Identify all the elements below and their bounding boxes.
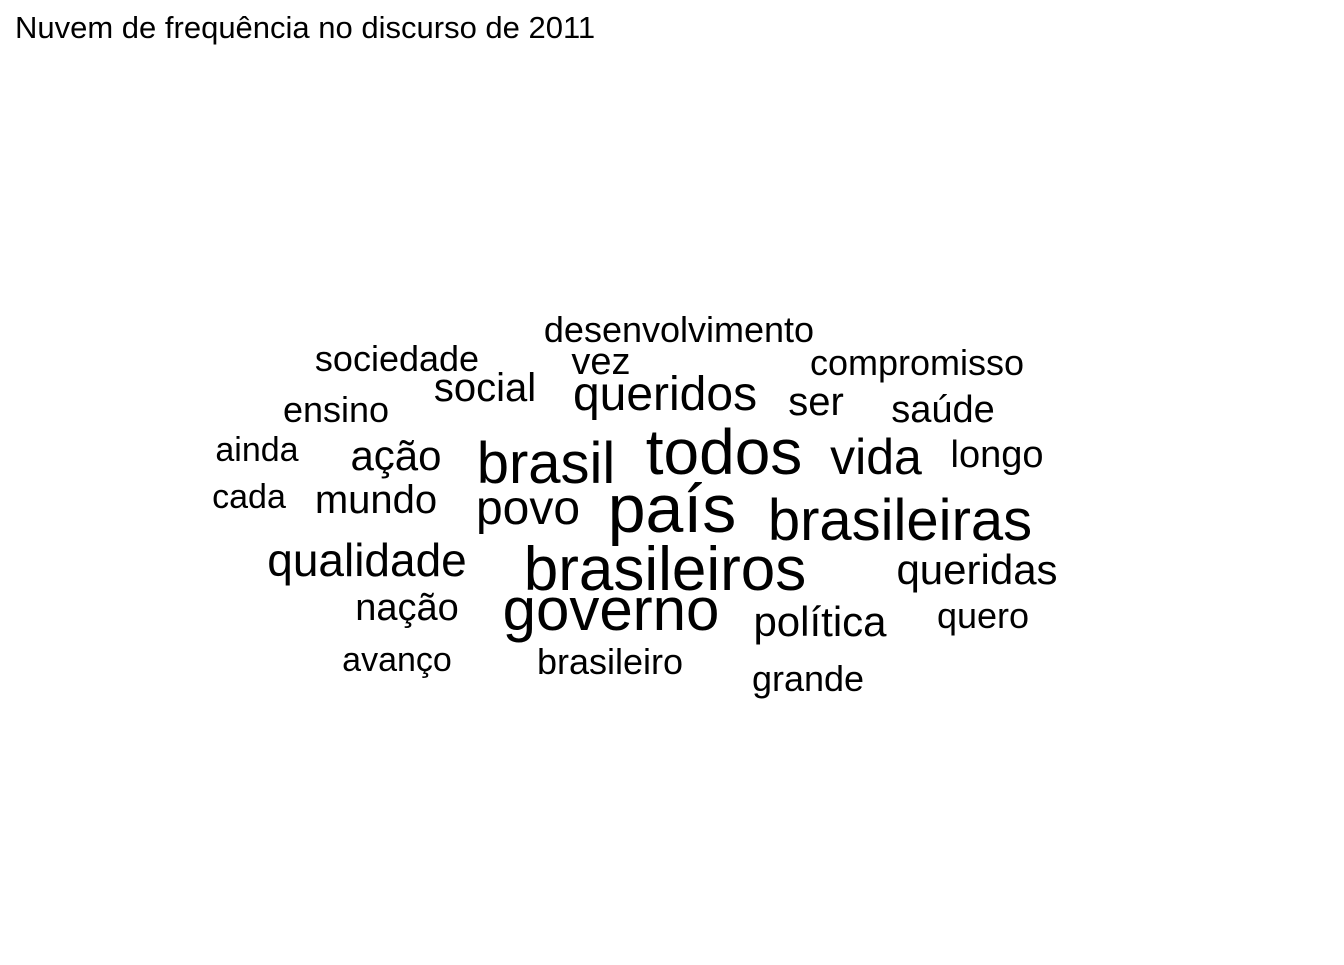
word-política: política bbox=[753, 598, 887, 645]
word-quero: quero bbox=[937, 595, 1029, 636]
word-ensino: ensino bbox=[283, 389, 389, 430]
word-governo: governo bbox=[503, 576, 720, 643]
word-grande: grande bbox=[752, 658, 864, 699]
word-qualidade: qualidade bbox=[267, 534, 467, 586]
word-queridos: queridos bbox=[573, 368, 757, 421]
word-brasileiras: brasileiras bbox=[768, 488, 1032, 553]
word-nação: nação bbox=[355, 587, 459, 629]
chart-title: Nuvem de frequência no discurso de 2011 bbox=[15, 10, 596, 45]
word-vez: vez bbox=[571, 341, 630, 383]
word-saúde: saúde bbox=[891, 389, 995, 431]
word-compromisso: compromisso bbox=[810, 342, 1024, 383]
word-brasileiro: brasileiro bbox=[537, 641, 683, 682]
word-longo: longo bbox=[951, 434, 1044, 476]
word-ação: ação bbox=[350, 432, 441, 479]
word-ainda: ainda bbox=[215, 431, 298, 469]
word-povo: povo bbox=[476, 482, 580, 535]
word-mundo: mundo bbox=[315, 478, 437, 522]
word-sociedade: sociedade bbox=[315, 338, 479, 379]
word-cada: cada bbox=[212, 478, 286, 516]
word-todos: todos bbox=[646, 416, 803, 488]
word-país: país bbox=[608, 471, 737, 547]
word-brasileiros: brasileiros bbox=[524, 535, 807, 604]
word-desenvolvimento: desenvolvimento bbox=[544, 309, 814, 350]
word-ser: ser bbox=[788, 380, 844, 424]
word-queridas: queridas bbox=[896, 546, 1057, 593]
word-social: social bbox=[434, 366, 536, 410]
word-brasil: brasil bbox=[477, 431, 616, 496]
word-avanço: avanço bbox=[342, 641, 452, 679]
word-vida: vida bbox=[830, 429, 922, 485]
